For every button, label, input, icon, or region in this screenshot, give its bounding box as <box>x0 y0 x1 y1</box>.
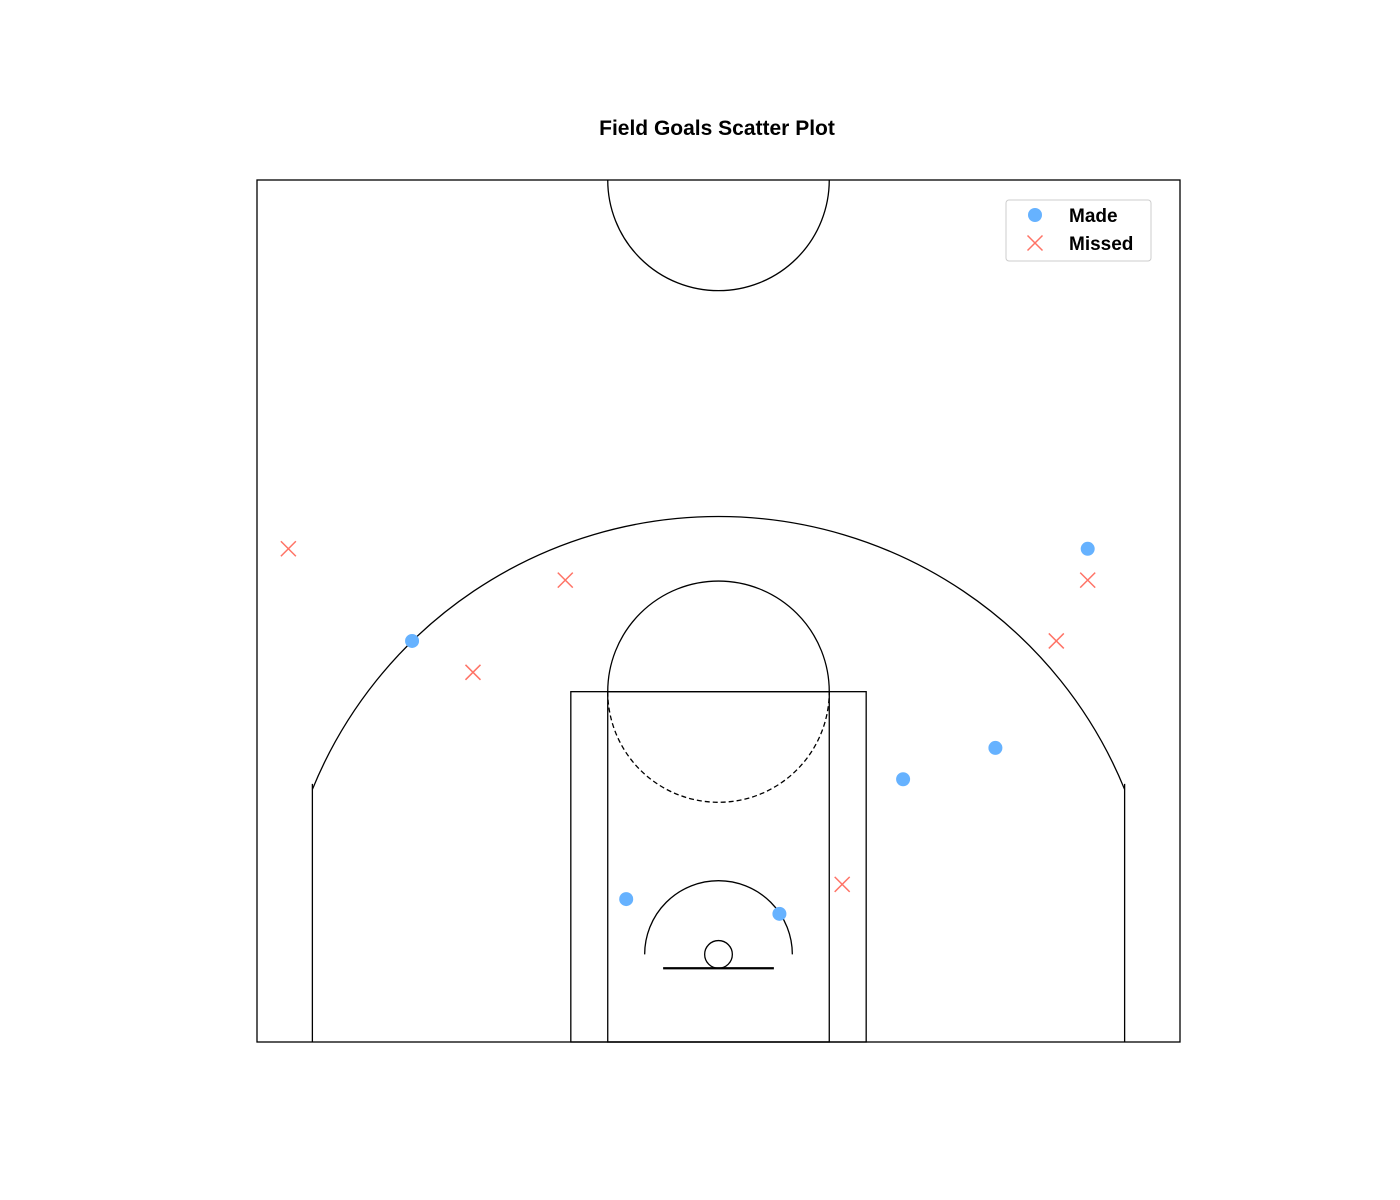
shot-markers <box>280 540 1096 921</box>
missed-shot-point <box>557 572 574 589</box>
restricted-area-arc <box>644 880 793 955</box>
made-shot-point <box>772 906 787 921</box>
missed-shot-stroke <box>834 876 851 893</box>
missed-shot-stroke <box>1079 572 1096 589</box>
center-court-arc <box>607 179 830 292</box>
made-shot-point <box>896 772 911 787</box>
missed-shot-point <box>834 876 851 893</box>
legend-made-marker <box>1028 208 1042 222</box>
missed-shot-point <box>280 540 297 557</box>
inner-paint <box>607 691 830 1043</box>
legend-box <box>1005 199 1152 262</box>
missed-shot-stroke <box>280 540 297 557</box>
made-shot-point <box>619 892 634 907</box>
free-throw-arc-top <box>607 580 830 692</box>
legend-label: Missed <box>1069 234 1133 255</box>
legend-missed-stroke <box>1026 234 1044 252</box>
free-throw-arc-bottom <box>607 691 830 803</box>
legend: Made Missed <box>1005 199 1152 262</box>
made-shot-point <box>405 633 420 648</box>
chart-title: Field Goals Scatter Plot <box>599 117 835 140</box>
missed-shot-point <box>464 664 482 681</box>
missed-shot-point <box>1079 572 1096 589</box>
missed-shot-point <box>1048 632 1065 649</box>
court-boundary <box>256 179 1181 1043</box>
missed-shot-stroke <box>1048 632 1065 649</box>
legend-missed-marker <box>1026 234 1044 252</box>
hoop <box>704 939 733 969</box>
made-shot-point <box>988 740 1003 755</box>
basketball-court <box>256 179 1181 1043</box>
three-point-arc <box>311 515 1126 790</box>
outer-paint <box>570 691 867 1043</box>
missed-shot-stroke <box>557 572 574 589</box>
legend-label: Made <box>1069 206 1118 227</box>
missed-shot-stroke <box>464 664 482 681</box>
made-shot-point <box>1080 541 1095 556</box>
